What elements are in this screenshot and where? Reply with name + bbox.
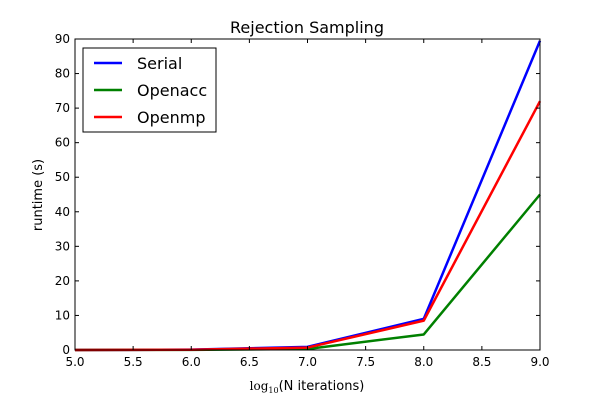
- x-tick-label: 7.5: [356, 355, 375, 369]
- x-tick-label: 5.5: [124, 355, 143, 369]
- x-axis-label: log10(N iterations): [250, 379, 365, 395]
- y-tick-label: 20: [55, 274, 70, 288]
- y-tick-label: 30: [55, 239, 70, 253]
- y-tick-label: 90: [55, 32, 70, 46]
- legend: Serial Openacc Openmp: [82, 47, 217, 133]
- legend-label-openacc: Openacc: [137, 81, 207, 100]
- x-tick-label: 6.5: [240, 355, 259, 369]
- x-tick-label: 5.0: [65, 355, 84, 369]
- y-tick-label: 50: [55, 170, 70, 184]
- y-tick-label: 80: [55, 67, 70, 81]
- x-tick-label: 9.0: [530, 355, 549, 369]
- y-tick-label: 0: [62, 343, 70, 357]
- y-tick-label: 40: [55, 205, 70, 219]
- y-tick-label: 70: [55, 101, 70, 115]
- y-axis-label: runtime (s): [31, 159, 46, 231]
- x-tick-label: 6.0: [182, 355, 201, 369]
- x-tick-label: 7.0: [298, 355, 317, 369]
- series-line-openmp: [74, 100, 542, 352]
- x-tick-label: 8.5: [472, 355, 491, 369]
- chart-title: Rejection Sampling: [230, 18, 384, 37]
- legend-label-openmp: Openmp: [137, 108, 205, 127]
- legend-label-serial: Serial: [137, 54, 182, 73]
- series-line-openacc: [74, 193, 541, 352]
- x-tick-label: 8.0: [414, 355, 433, 369]
- y-tick-label: 60: [55, 136, 70, 150]
- y-tick-label: 10: [55, 308, 70, 322]
